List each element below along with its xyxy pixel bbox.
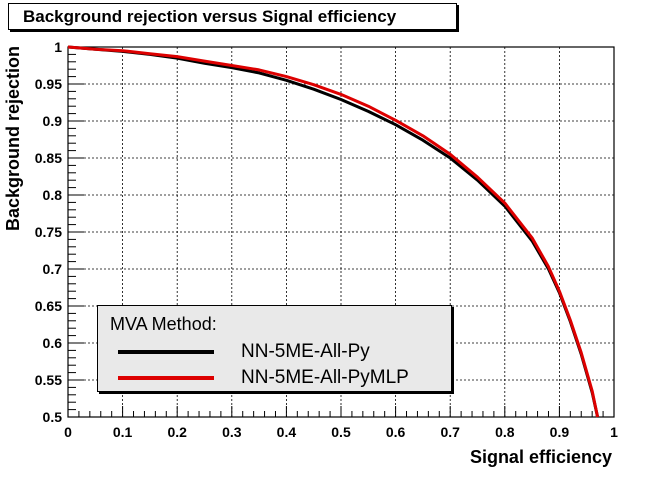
axis-ticks bbox=[67, 46, 615, 418]
legend-swatch-series-1 bbox=[118, 350, 214, 354]
y-tick-label: 0.6 bbox=[43, 335, 63, 351]
chart-title: Background rejection versus Signal effic… bbox=[8, 3, 457, 30]
y-tick-label: 0.95 bbox=[35, 76, 62, 92]
x-tick-label: 0.3 bbox=[222, 424, 242, 440]
legend-label-series-1: NN-5ME-All-Py bbox=[241, 341, 370, 362]
legend: MVA Method: NN-5ME-All-Py NN-5ME-All-PyM… bbox=[97, 305, 452, 392]
x-tick-label: 0.9 bbox=[550, 424, 570, 440]
x-tick-label: 0.7 bbox=[440, 424, 460, 440]
series-lines bbox=[67, 45, 600, 418]
x-tick-label: 0.6 bbox=[386, 424, 406, 440]
y-axis-label: Background rejection bbox=[3, 46, 23, 231]
y-tick-label: 0.85 bbox=[35, 150, 62, 166]
x-tick-label: 0 bbox=[64, 424, 72, 440]
x-axis-label: Signal efficiency bbox=[470, 447, 612, 467]
legend-label-series-2: NN-5ME-All-PyMLP bbox=[241, 367, 409, 388]
x-tick-label: 0.2 bbox=[167, 424, 187, 440]
y-tick-label: 0.5 bbox=[43, 409, 63, 425]
y-tick-label: 0.65 bbox=[35, 298, 62, 314]
x-tick-labels: 0 0.1 0.2 0.3 0.4 0.5 0.6 0.7 0.8 0.9 1 bbox=[64, 424, 618, 440]
y-tick-label: 1 bbox=[54, 39, 62, 55]
y-tick-label: 0.9 bbox=[43, 113, 63, 129]
y-tick-labels: 0.5 0.55 0.6 0.65 0.7 0.75 0.8 0.85 0.9 0.95 1 bbox=[35, 39, 62, 425]
legend-entry-series-2: NN-5ME-All-PyMLP bbox=[98, 366, 451, 390]
y-tick-label: 0.8 bbox=[43, 187, 63, 203]
y-tick-label: 0.75 bbox=[35, 224, 62, 240]
x-tick-label: 0.4 bbox=[277, 424, 297, 440]
x-tick-label: 0.1 bbox=[113, 424, 133, 440]
series-line-2 bbox=[67, 45, 600, 418]
legend-title: MVA Method: bbox=[110, 314, 217, 334]
x-tick-label: 0.5 bbox=[331, 424, 351, 440]
x-tick-label: 1 bbox=[610, 424, 618, 440]
legend-entry-series-1: NN-5ME-All-Py bbox=[98, 340, 451, 364]
y-tick-label: 0.7 bbox=[43, 261, 63, 277]
legend-swatch-series-2 bbox=[118, 376, 214, 380]
y-tick-label: 0.55 bbox=[35, 372, 62, 388]
x-tick-label: 0.8 bbox=[495, 424, 515, 440]
